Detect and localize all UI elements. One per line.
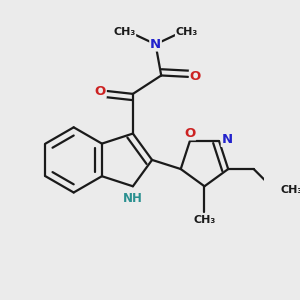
Text: N: N — [150, 38, 161, 51]
Text: CH₃: CH₃ — [280, 185, 300, 195]
Text: CH₃: CH₃ — [193, 215, 216, 225]
Text: CH₃: CH₃ — [176, 26, 198, 37]
Text: O: O — [190, 70, 201, 83]
Text: O: O — [95, 85, 106, 98]
Text: O: O — [184, 127, 195, 140]
Text: NH: NH — [123, 192, 143, 205]
Text: CH₃: CH₃ — [113, 26, 136, 37]
Text: N: N — [221, 133, 233, 146]
